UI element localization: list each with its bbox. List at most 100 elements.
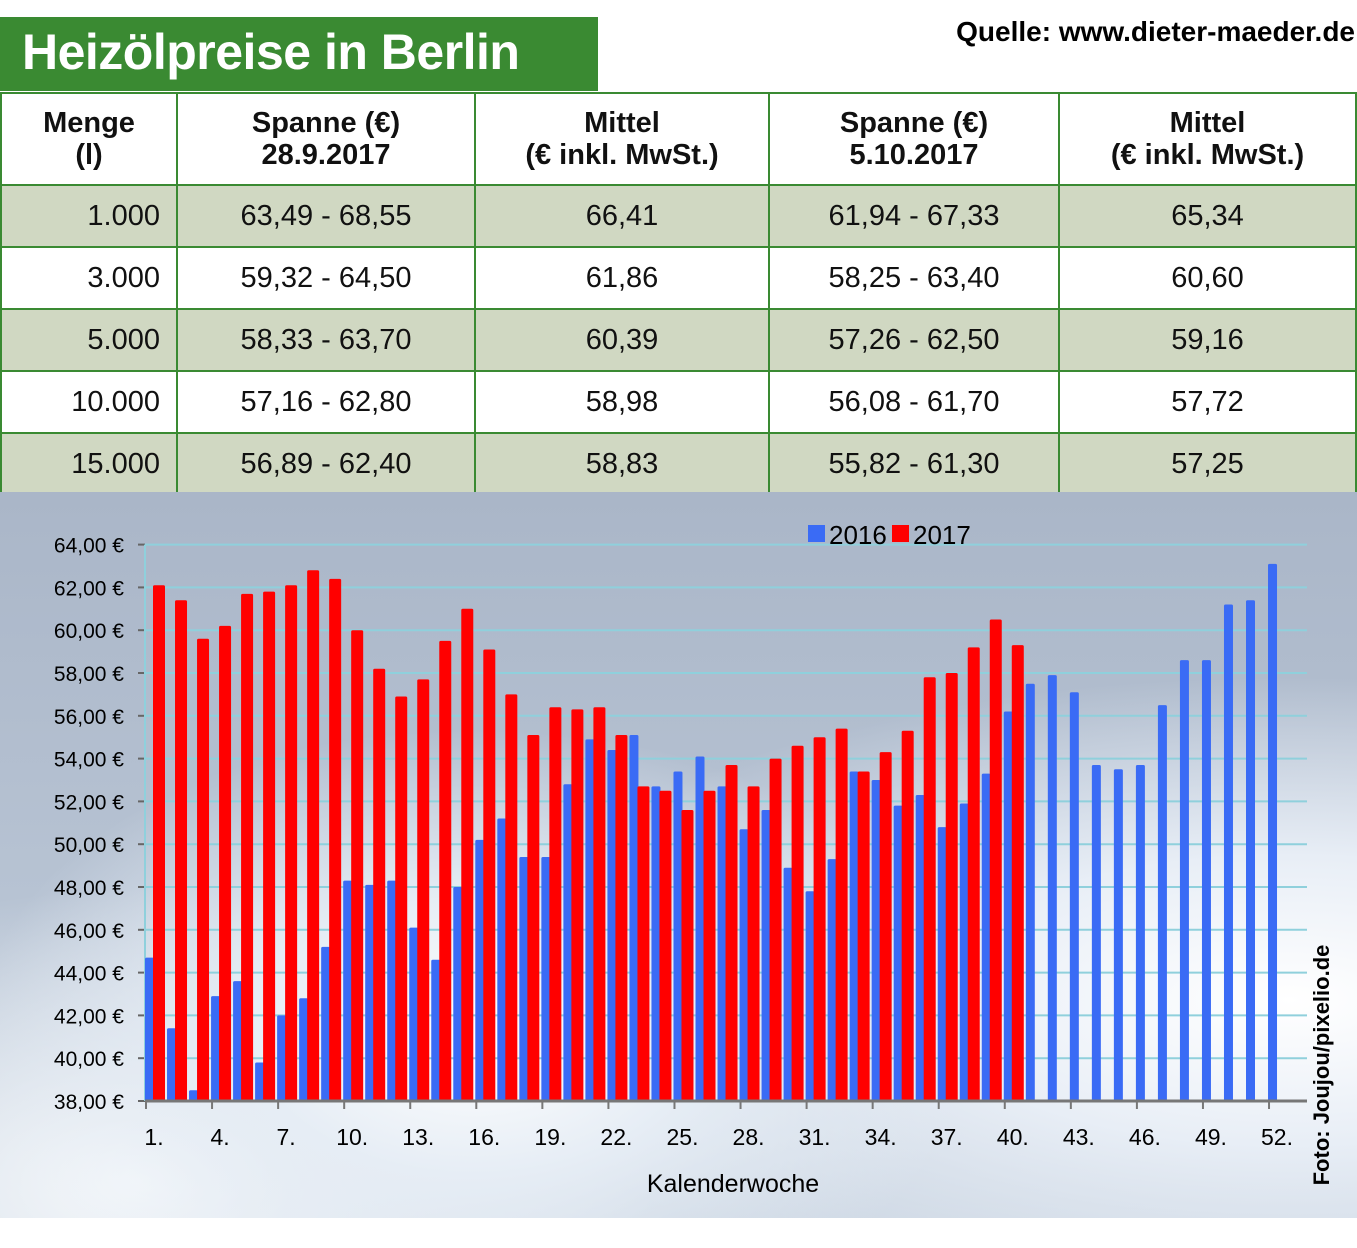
- bar-2017-week-20: [571, 709, 584, 1101]
- table-cell: 58,33 - 63,70: [176, 308, 476, 372]
- column-header: Spanne (€) 5.10.2017: [768, 92, 1060, 186]
- table-cell: 15.000: [0, 432, 178, 496]
- bar-2017-week-37: [945, 673, 958, 1101]
- bar-2016-week-2: [167, 1028, 177, 1101]
- bar-2016-week-17: [497, 818, 507, 1101]
- bar-2017-week-25: [681, 809, 694, 1101]
- y-tick-label: 62,00 €: [54, 577, 124, 600]
- bar-2016-week-32: [827, 859, 837, 1101]
- bar-2016-week-14: [431, 959, 441, 1101]
- y-tick-label: 60,00 €: [54, 620, 124, 643]
- bar-2017-week-30: [791, 745, 804, 1101]
- bar-chart: 38,00 € 40,00 € 42,00 € 44,00 € 46,00 € 48,00…: [54, 520, 1307, 1198]
- bar-2017-week-6: [263, 591, 276, 1101]
- y-tick-label: 54,00 €: [54, 749, 124, 772]
- x-tick-label: 7.: [277, 1124, 296, 1150]
- bar-2017-week-40: [1011, 645, 1024, 1101]
- bar-2016-week-5: [233, 981, 243, 1101]
- bar-2016-week-35: [893, 805, 903, 1101]
- column-header: Spanne (€) 28.9.2017: [176, 92, 476, 186]
- bar-2016-week-34: [871, 780, 881, 1101]
- bar-2016-week-21: [585, 739, 595, 1101]
- table-cell: 58,25 - 63,40: [768, 246, 1060, 310]
- bar-2017-week-12: [395, 696, 408, 1101]
- column-header-line: 5.10.2017: [849, 139, 979, 171]
- x-tick-label: 1.: [144, 1124, 163, 1150]
- bar-2017-week-29: [769, 758, 782, 1101]
- legend-swatch-2016: [808, 525, 825, 542]
- bar-2017-week-38: [967, 647, 980, 1101]
- column-header-line: (€ inkl. MwSt.): [1110, 139, 1305, 171]
- column-header-line: Mittel: [1169, 107, 1246, 139]
- bar-2016-week-1: [145, 957, 154, 1101]
- y-tick-label: 56,00 €: [54, 706, 124, 729]
- x-tick-label: 28.: [733, 1124, 765, 1150]
- table-row: 3.000 59,32 - 64,50 61,86 58,25 - 63,40 60,6…: [0, 246, 1357, 310]
- bar-2016-week-10: [343, 880, 353, 1101]
- table-cell: 58,98: [474, 370, 770, 434]
- bar-2016-week-20: [563, 784, 573, 1101]
- bar-2017-week-15: [461, 608, 474, 1101]
- bar-2016-week-15: [453, 887, 463, 1101]
- table-cell: 59,16: [1058, 308, 1357, 372]
- table-cell: 57,25: [1058, 432, 1357, 496]
- bar-2017-week-23: [637, 786, 650, 1101]
- x-tick-label: 31.: [799, 1124, 831, 1150]
- bar-2016-week-24: [651, 786, 661, 1101]
- bar-2016-week-31: [805, 891, 815, 1101]
- column-header: Mittel (€ inkl. MwSt.): [1058, 92, 1357, 186]
- column-header: Menge (l): [0, 92, 178, 186]
- bar-2017-week-32: [835, 728, 848, 1101]
- table-cell: 65,34: [1058, 184, 1357, 248]
- x-tick-label: 4.: [210, 1124, 229, 1150]
- table-row: 5.000 58,33 - 63,70 60,39 57,26 - 62,50 59,1…: [0, 308, 1357, 372]
- bar-2016-week-13: [409, 927, 419, 1101]
- bar-2016-week-33: [849, 771, 859, 1101]
- y-tick-label: 44,00 €: [54, 963, 124, 986]
- column-header-line: (€ inkl. MwSt.): [525, 139, 719, 171]
- bar-2016-week-6: [255, 1062, 265, 1101]
- bar-2017-week-1: [153, 585, 165, 1101]
- x-tick-label: 10.: [336, 1124, 368, 1150]
- column-header: Mittel (€ inkl. MwSt.): [474, 92, 770, 186]
- bar-2016-week-23: [629, 735, 639, 1101]
- bar-2017-week-39: [989, 619, 1002, 1101]
- x-tick-label: 25.: [666, 1124, 698, 1150]
- bar-2016-week-51: [1246, 600, 1255, 1101]
- bar-2016-week-46: [1135, 765, 1145, 1101]
- bar-2017-week-22: [615, 735, 628, 1101]
- bar-2017-week-16: [483, 649, 496, 1101]
- bar-2016-week-50: [1223, 604, 1233, 1101]
- bar-2016-week-37: [937, 827, 947, 1101]
- bar-2017-week-36: [923, 677, 936, 1101]
- bar-2017-week-28: [747, 786, 760, 1101]
- legend-label-2017: 2017: [913, 520, 971, 550]
- table-cell: 66,41: [474, 184, 770, 248]
- bar-2016-week-45: [1113, 769, 1123, 1101]
- x-tick-label: 46.: [1129, 1124, 1161, 1150]
- bar-2016-week-8: [299, 998, 309, 1101]
- bar-2017-week-18: [527, 735, 540, 1101]
- bar-2016-week-40: [1003, 711, 1013, 1101]
- bar-2016-week-42: [1047, 675, 1057, 1101]
- table-cell: 55,82 - 61,30: [768, 432, 1060, 496]
- bar-2016-week-30: [783, 867, 793, 1101]
- page-title: Heizölpreise in Berlin: [0, 17, 598, 91]
- bar-2016-week-48: [1179, 660, 1189, 1101]
- bar-2017-week-9: [329, 578, 342, 1101]
- bar-2016-week-7: [277, 1015, 287, 1101]
- bar-2016-week-25: [673, 771, 683, 1101]
- table-cell: 57,16 - 62,80: [176, 370, 476, 434]
- bar-2016-week-18: [519, 857, 529, 1101]
- column-header-line: Mittel: [584, 107, 660, 139]
- bar-2016-week-47: [1157, 705, 1167, 1101]
- bar-2017-week-5: [241, 593, 254, 1101]
- column-header-line: 28.9.2017: [261, 139, 391, 171]
- price-table: Menge (l) Spanne (€) 28.9.2017 Mittel (€ inkl…: [0, 92, 1357, 496]
- table-cell: 56,89 - 62,40: [176, 432, 476, 496]
- x-tick-label: 34.: [865, 1124, 897, 1150]
- table-cell: 60,60: [1058, 246, 1357, 310]
- x-tick-label: 49.: [1195, 1124, 1227, 1150]
- bar-2016-week-26: [695, 756, 705, 1101]
- bar-2016-week-36: [915, 794, 925, 1101]
